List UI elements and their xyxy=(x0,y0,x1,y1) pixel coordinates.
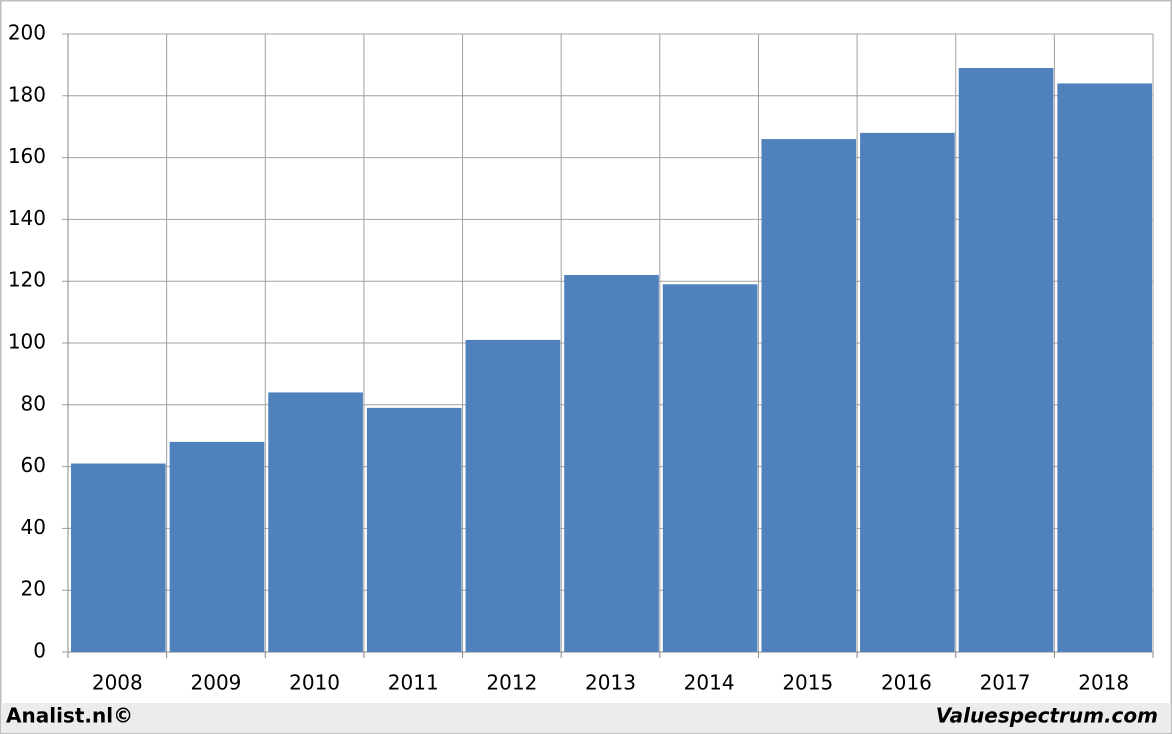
x-tick-label: 2017 xyxy=(980,671,1031,695)
y-tick-label: 140 xyxy=(8,206,46,230)
y-tick-label: 120 xyxy=(8,268,46,292)
y-tick-label: 180 xyxy=(8,82,46,106)
y-tick-label: 20 xyxy=(21,577,46,601)
x-tick-label: 2008 xyxy=(92,671,143,695)
credit-left: Analist.nl© xyxy=(6,704,133,728)
y-tick-label: 0 xyxy=(33,639,46,663)
bar xyxy=(169,441,265,652)
x-tick-label: 2010 xyxy=(289,671,340,695)
x-tick-label: 2015 xyxy=(782,671,833,695)
footer-band xyxy=(1,703,1171,733)
bar xyxy=(465,339,561,652)
x-tick-label: 2013 xyxy=(585,671,636,695)
x-tick-label: 2016 xyxy=(881,671,932,695)
bar xyxy=(268,392,363,652)
y-tick-label: 200 xyxy=(8,21,46,45)
x-tick-label: 2014 xyxy=(684,671,735,695)
y-tick-label: 160 xyxy=(8,144,46,168)
bar xyxy=(366,407,462,652)
bar xyxy=(761,139,857,652)
y-tick-label: 60 xyxy=(21,453,46,477)
y-tick-label: 40 xyxy=(21,515,46,539)
bar xyxy=(564,275,659,652)
x-tick-label: 2012 xyxy=(486,671,537,695)
bar xyxy=(1057,83,1152,652)
bar xyxy=(662,284,758,652)
x-tick-label: 2018 xyxy=(1078,671,1129,695)
x-tick-label: 2009 xyxy=(191,671,242,695)
credit-right: Valuespectrum.com xyxy=(936,704,1158,728)
bar xyxy=(860,132,955,652)
y-tick-label: 100 xyxy=(8,330,46,354)
y-tick-label: 80 xyxy=(21,391,46,415)
bar xyxy=(958,67,1054,653)
bar xyxy=(71,463,166,652)
x-tick-label: 2011 xyxy=(388,671,439,695)
